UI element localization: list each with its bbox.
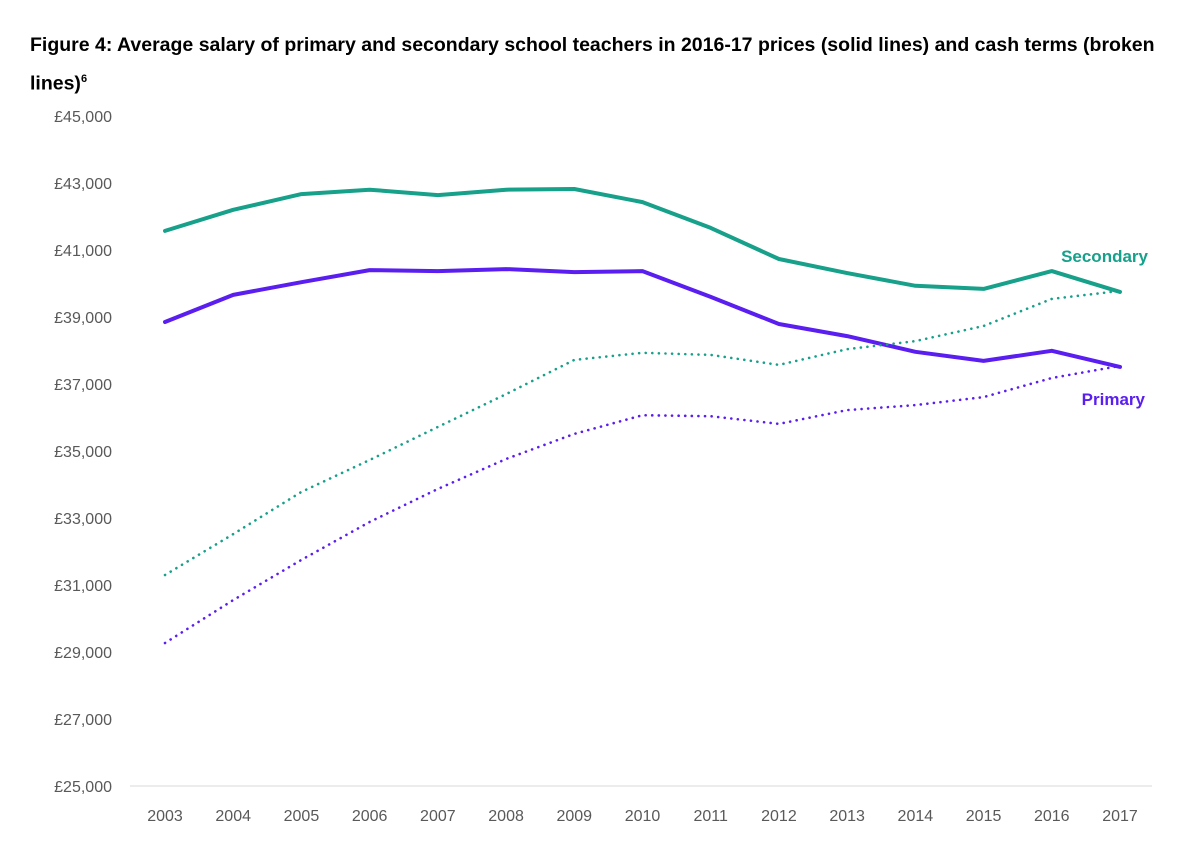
- y-tick-label: £29,000: [54, 645, 112, 662]
- series-line-primary-real: [163, 267, 1122, 369]
- x-tick-label: 2011: [694, 808, 729, 825]
- x-tick-label: 2017: [1102, 808, 1138, 825]
- y-tick-label: £45,000: [54, 109, 112, 126]
- x-tick-label: 2010: [625, 808, 661, 825]
- x-tick-label: 2014: [898, 808, 934, 825]
- x-tick-label: 2006: [352, 808, 388, 825]
- y-tick-label: £27,000: [54, 712, 112, 729]
- series-label-primary: Primary: [1082, 390, 1146, 409]
- title-footnote: 6: [80, 73, 88, 85]
- x-tick-label: 2013: [829, 808, 865, 825]
- y-tick-label: £31,000: [54, 578, 112, 595]
- chart-title-text: Figure 4: Average salary of primary and …: [30, 34, 1155, 95]
- x-tick-label: 2012: [761, 808, 797, 825]
- series-label-secondary: Secondary: [1061, 247, 1148, 266]
- x-tick-label: 2016: [1034, 808, 1070, 825]
- x-tick-label: 2015: [966, 808, 1002, 825]
- series-line-secondary-cash: [163, 289, 1122, 577]
- x-tick-label: 2005: [284, 808, 320, 825]
- y-tick-label: £39,000: [54, 310, 112, 327]
- y-tick-label: £33,000: [54, 511, 112, 528]
- y-tick-label: £25,000: [54, 779, 112, 796]
- y-tick-label: £35,000: [54, 444, 112, 461]
- x-tick-label: 2008: [488, 808, 524, 825]
- x-tick-label: 2003: [147, 808, 183, 825]
- y-tick-label: £43,000: [54, 176, 112, 193]
- chart-title: Figure 4: Average salary of primary and …: [30, 28, 1170, 101]
- series-line-secondary-real: [163, 187, 1122, 294]
- x-tick-label: 2004: [215, 808, 251, 825]
- x-tick-label: 2007: [420, 808, 456, 825]
- y-tick-label: £41,000: [54, 243, 112, 260]
- y-tick-label: £37,000: [54, 377, 112, 394]
- series-line-primary-cash: [163, 364, 1122, 645]
- x-tick-label: 2009: [556, 808, 592, 825]
